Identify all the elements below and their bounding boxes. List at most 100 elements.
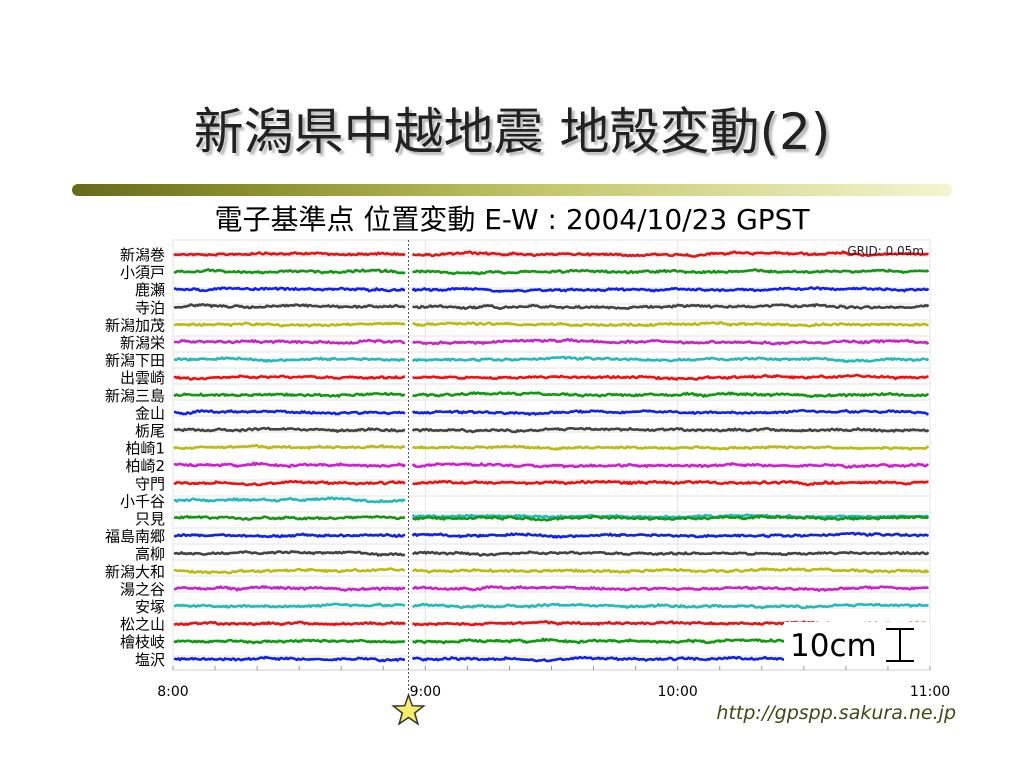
station-label: 安塚 (135, 598, 165, 616)
x-tick-labels: 8:00 9:00 10:00 11:00 (157, 684, 950, 700)
series-line (412, 514, 929, 522)
series-line (173, 374, 405, 381)
series-line (173, 302, 406, 310)
series-16 (173, 514, 929, 522)
series-19 (173, 567, 930, 575)
station-label: 新潟大和 (105, 563, 165, 581)
series-8 (173, 373, 929, 381)
series-line (173, 532, 406, 539)
series-line (173, 391, 406, 398)
series-line (173, 638, 406, 645)
series-line (412, 479, 929, 487)
station-label: 栃尾 (135, 422, 165, 440)
series-line (411, 408, 929, 416)
station-label: 新潟三島 (105, 387, 165, 405)
earthquake-star-icon (391, 692, 426, 726)
series-line (173, 251, 406, 257)
x-tick-label: 8:00 (157, 684, 188, 700)
series-line (173, 620, 406, 627)
station-label: 新潟加茂 (105, 316, 165, 334)
series-4 (173, 302, 930, 311)
series-line (173, 443, 406, 451)
series-line (173, 479, 406, 487)
scale-label: 10cm (790, 628, 877, 664)
series-17 (173, 531, 929, 539)
series-line (173, 567, 406, 575)
station-label: 福島南郷 (105, 528, 165, 546)
series-13 (173, 461, 929, 469)
series-2 (173, 267, 930, 276)
source-url: http://gpspp.sakura.ne.jp (716, 702, 956, 724)
series-line (412, 602, 929, 610)
station-label: 高柳 (135, 545, 165, 563)
series-line (411, 426, 930, 434)
station-label: 松之山 (120, 616, 165, 634)
station-label: 守門 (135, 475, 165, 493)
station-label: 鹿瀬 (135, 281, 165, 299)
station-label: 柏崎1 (125, 440, 165, 458)
series-line (173, 286, 406, 293)
series-line (173, 514, 406, 521)
series-line (173, 496, 406, 504)
series-line (412, 320, 929, 328)
series-9 (173, 391, 930, 399)
series-line (411, 250, 929, 258)
series-line (411, 567, 930, 574)
series-line (173, 426, 406, 434)
series-line (412, 303, 930, 311)
series-18 (173, 550, 930, 557)
station-label: 新潟栄 (120, 334, 165, 352)
scale-bar: 10cm (784, 622, 930, 666)
station-label: 小千谷 (120, 492, 165, 510)
title-underline (72, 184, 952, 196)
series-line (173, 356, 406, 363)
series-line (412, 337, 930, 346)
series-line (173, 338, 406, 345)
series-14 (173, 479, 929, 487)
station-label: 出雲崎 (120, 369, 165, 387)
slide-title: 新潟県中越地震 地殻変動(2) (193, 103, 831, 161)
station-label: 湯之谷 (120, 580, 165, 598)
series-line (412, 550, 930, 557)
series-line (412, 373, 929, 381)
station-label: 寺泊 (135, 299, 165, 317)
series-3 (173, 286, 930, 294)
series-line (173, 655, 406, 663)
series-line (412, 585, 929, 592)
station-label: 只見 (135, 510, 165, 528)
series-line (173, 584, 406, 592)
series-6 (173, 337, 930, 346)
station-label: 金山 (135, 404, 165, 422)
station-label: 檜枝岐 (120, 633, 165, 651)
x-tick-label: 11:00 (910, 684, 950, 700)
series-line (411, 531, 929, 539)
series-line (173, 267, 406, 275)
series-line (412, 391, 930, 399)
station-label: 小須戸 (120, 264, 165, 282)
scale-bracket (886, 628, 914, 662)
series-7 (173, 355, 930, 364)
series-line (411, 461, 929, 469)
station-labels: 新潟巻小須戸鹿瀬寺泊新潟加茂新潟栄新潟下田出雲崎新潟三島金山栃尾柏崎1柏崎2守門… (105, 246, 165, 669)
series-11 (173, 426, 930, 434)
series-line (173, 550, 406, 557)
series-20 (173, 584, 929, 592)
series-line (411, 513, 929, 520)
series-line (173, 461, 406, 469)
series-15 (173, 496, 929, 520)
series-21 (173, 602, 929, 610)
series-line (173, 602, 406, 609)
grid-label: GRID: 0.05m (847, 244, 924, 258)
series-12 (173, 443, 929, 451)
station-label: 新潟巻 (120, 246, 165, 264)
series-1 (173, 250, 929, 258)
series-line (173, 409, 406, 416)
series-layer (173, 240, 930, 690)
series-line (412, 444, 929, 451)
x-tick-label: 9:00 (410, 684, 441, 700)
chart-title: 電子基準点 位置変動 E-W : 2004/10/23 GPST (214, 203, 810, 236)
series-5 (173, 320, 929, 328)
series-line (173, 321, 406, 328)
series-line (411, 286, 930, 294)
